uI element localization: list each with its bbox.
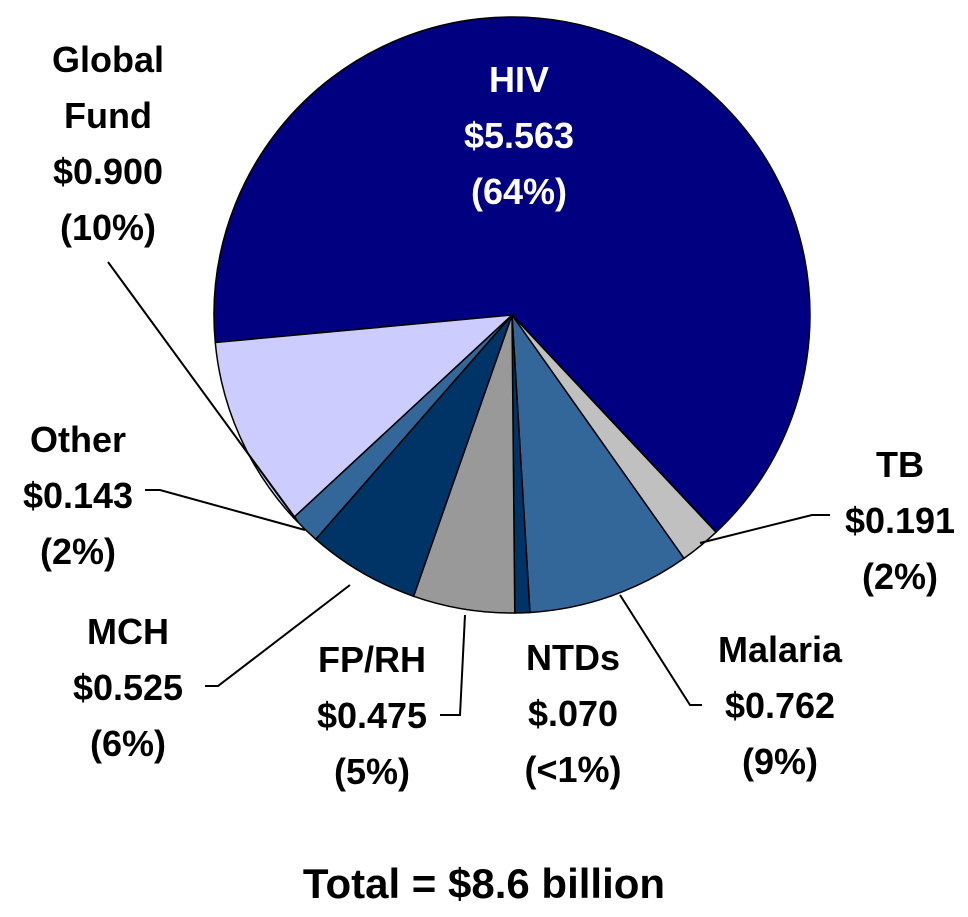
category-label: Other [29, 419, 127, 460]
percent-label: (10%) [59, 207, 157, 248]
slice-label: HIV $5.563 (64%) [464, 52, 574, 220]
pie-slice [213, 16, 811, 534]
leader-line [145, 489, 306, 531]
value-label: $0.900 [52, 151, 164, 192]
percent-label: (9%) [741, 741, 819, 782]
leader-line [205, 584, 351, 687]
slice-label: FP/RH $0.475 (5%) [317, 632, 427, 800]
slice-label: Global Fund $0.900 (10%) [33, 32, 183, 256]
pie-slice [214, 314, 515, 519]
slice-label: MCH $0.525 (6%) [73, 604, 183, 772]
percent-label: (6%) [89, 723, 167, 764]
value-label: $5.563 [463, 115, 575, 156]
value-label: $0.475 [316, 695, 428, 736]
percent-label: (<1%) [524, 749, 622, 790]
category-label: TB [875, 444, 924, 485]
value-label: $0.191 [844, 500, 956, 541]
value-label: $.070 [527, 693, 619, 734]
category-label: MCH [87, 611, 169, 652]
percent-label: (2%) [861, 556, 939, 597]
percent-label: (2%) [39, 531, 117, 572]
leader-line [699, 514, 830, 544]
category-label: NTDs [525, 637, 620, 678]
percent-label: (5%) [333, 751, 411, 792]
category-label: FP/RH [317, 639, 426, 680]
category-label: Malaria [717, 629, 843, 670]
slice-label: TB $0.191 (2%) [845, 437, 955, 605]
category-label: HIV [488, 59, 550, 100]
value-label: $0.525 [72, 667, 184, 708]
leader-line [619, 594, 702, 706]
slice-label: Other $0.143 (2%) [23, 412, 133, 580]
total-annotation: Total = $8.6 billion [302, 860, 666, 907]
slice-label: NTDs $.070 (<1%) [524, 630, 621, 798]
pie-slice [511, 312, 686, 614]
slice-label: Malaria $0.762 (9%) [718, 622, 842, 790]
leader-line [440, 614, 466, 716]
percent-label: (64%) [470, 171, 568, 212]
leader-line [107, 261, 299, 523]
category-label: Global Fund [51, 39, 164, 136]
value-label: $0.762 [724, 685, 836, 726]
value-label: $0.143 [22, 475, 134, 516]
